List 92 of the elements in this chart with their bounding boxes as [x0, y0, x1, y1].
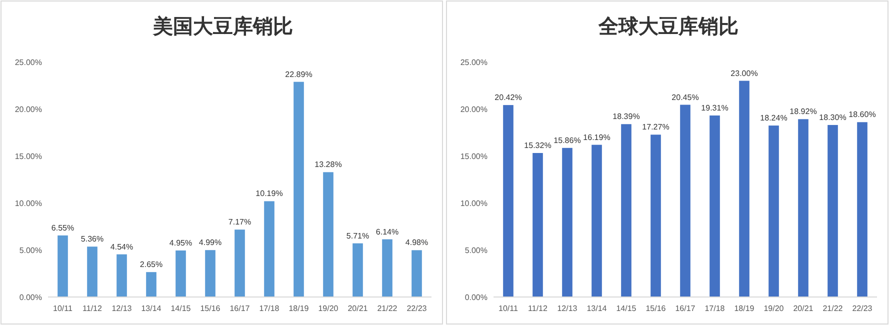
bar — [352, 243, 363, 297]
data-label: 20.42% — [494, 93, 522, 102]
x-tick-label: 14/15 — [170, 304, 192, 313]
bar — [87, 246, 98, 297]
data-label: 2.65% — [140, 260, 163, 270]
x-tick-label: 16/17 — [675, 304, 696, 313]
data-label: 16.19% — [583, 132, 610, 142]
data-label: 5.36% — [80, 234, 104, 244]
y-tick-label: 15.00% — [460, 152, 488, 161]
bar — [798, 119, 808, 297]
bar — [205, 250, 216, 297]
data-label: 23.00% — [730, 68, 758, 78]
chart-title: 全球大豆库销比 — [597, 15, 738, 38]
x-tick-label: 18/19 — [288, 304, 310, 313]
bar — [412, 250, 422, 297]
data-label: 4.95% — [169, 238, 192, 248]
y-tick-label: 25.00% — [14, 58, 42, 67]
data-label: 4.98% — [405, 238, 428, 248]
y-tick-label: 20.00% — [14, 105, 42, 114]
y-tick-label: 0.00% — [464, 293, 488, 302]
data-label: 6.55% — [51, 223, 74, 232]
bar — [828, 124, 838, 297]
data-label: 18.39% — [612, 112, 640, 122]
chart-title: 美国大豆库销比 — [152, 15, 293, 38]
data-label: 17.27% — [642, 122, 670, 132]
x-tick-label: 17/18 — [704, 304, 726, 313]
data-label: 18.92% — [790, 107, 817, 116]
x-tick-label: 19/20 — [764, 304, 784, 313]
x-tick-label: 21/22 — [377, 304, 398, 313]
x-tick-label: 17/18 — [259, 304, 280, 313]
bar — [264, 201, 274, 297]
x-tick-label: 19/20 — [318, 304, 339, 313]
bar — [768, 126, 779, 297]
bar — [532, 152, 543, 297]
data-label: 5.71% — [346, 231, 370, 240]
x-tick-label: 12/13 — [557, 304, 578, 313]
data-label: 18.60% — [848, 110, 876, 120]
x-tick-label: 11/12 — [82, 304, 103, 313]
x-tick-label: 20/21 — [793, 304, 814, 313]
data-label: 20.45% — [672, 92, 699, 102]
bar — [146, 272, 156, 297]
x-tick-label: 10/11 — [498, 304, 519, 313]
bar — [650, 134, 661, 297]
data-label: 10.19% — [256, 189, 283, 198]
bar — [382, 239, 392, 297]
x-tick-label: 12/13 — [112, 304, 132, 313]
bar — [857, 122, 868, 297]
x-tick-label: 15/16 — [200, 304, 221, 313]
bar — [710, 115, 720, 297]
x-tick-label: 15/16 — [646, 304, 666, 313]
bar — [294, 82, 304, 297]
y-tick-label: 25.00% — [460, 58, 488, 67]
data-label: 22.89% — [285, 70, 312, 79]
data-label: 4.99% — [198, 238, 222, 248]
bar — [680, 104, 690, 297]
x-tick-label: 13/14 — [586, 304, 608, 313]
x-tick-label: 14/15 — [616, 304, 637, 313]
x-tick-label: 22/23 — [406, 304, 428, 313]
data-label: 4.54% — [110, 242, 134, 252]
x-tick-label: 13/14 — [141, 304, 162, 313]
bar — [323, 172, 334, 297]
y-tick-label: 0.00% — [19, 293, 42, 302]
bar — [58, 235, 68, 297]
x-tick-label: 18/19 — [734, 304, 755, 313]
bar — [503, 105, 514, 297]
x-tick-label: 16/17 — [230, 304, 250, 313]
y-tick-label: 10.00% — [460, 199, 488, 208]
y-tick-label: 5.00% — [464, 246, 488, 255]
x-tick-label: 11/12 — [528, 304, 548, 313]
x-tick-label: 22/23 — [852, 304, 873, 313]
y-tick-label: 20.00% — [460, 105, 488, 114]
y-tick-label: 10.00% — [14, 199, 42, 208]
x-tick-label: 10/11 — [53, 304, 74, 313]
bar — [176, 250, 186, 297]
bar — [739, 80, 750, 297]
bar — [562, 148, 572, 297]
data-label: 6.14% — [376, 227, 399, 236]
bar — [621, 124, 632, 297]
y-tick-label: 5.00% — [19, 246, 42, 255]
data-label: 15.32% — [524, 140, 552, 150]
x-tick-label: 20/21 — [348, 304, 368, 313]
data-label: 15.86% — [554, 136, 581, 145]
bar — [592, 144, 602, 297]
data-label: 18.24% — [760, 114, 788, 123]
bar — [234, 230, 245, 297]
data-label: 7.17% — [228, 218, 252, 227]
data-label: 13.28% — [314, 160, 342, 170]
y-tick-label: 15.00% — [14, 152, 42, 161]
data-label: 19.31% — [701, 103, 728, 112]
data-label: 18.30% — [819, 112, 846, 122]
x-tick-label: 21/22 — [822, 304, 844, 313]
bar — [116, 254, 127, 297]
